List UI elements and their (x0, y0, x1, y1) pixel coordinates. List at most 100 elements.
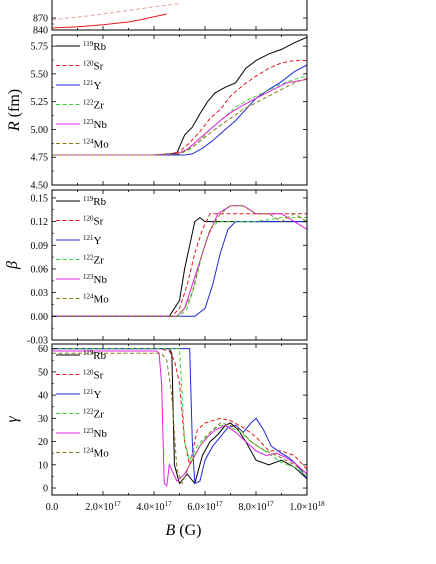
y-tick-label: -0.03 (27, 336, 48, 347)
legend-symbol: Mo (94, 139, 110, 151)
series-line-123nb (52, 350, 307, 487)
x-tick-mantissa: 8.0×10 (238, 502, 266, 513)
series-group (52, 205, 307, 317)
legend-entry: 122Zr (83, 254, 104, 267)
y-tick-label: 840 (33, 26, 48, 37)
y-tick-label: 5.75 (31, 42, 49, 53)
legend-entry: 120Sr (83, 369, 104, 382)
y-tick-label: 870 (33, 14, 48, 25)
series-line-curve-0 (52, 13, 167, 29)
x-tick-exponent: 17 (165, 500, 173, 508)
legend-symbol: Y (94, 389, 102, 401)
legend-symbol: Sr (94, 61, 104, 73)
legend-entry: 120Sr (83, 60, 104, 73)
legend-mass: 124 (83, 293, 94, 301)
x-tick-exponent: 18 (318, 500, 326, 508)
x-axis-title-symbol: B (166, 522, 176, 539)
legend-entry: 123Nb (83, 273, 107, 286)
legend-symbol: Nb (94, 428, 108, 440)
series-line-curve-1 (52, 3, 180, 21)
x-tick-mantissa: 2.0×10 (85, 502, 113, 513)
y-tick-label: 0.06 (31, 264, 49, 275)
legend-mass: 123 (83, 427, 94, 435)
legend-entry: 124Mo (83, 138, 109, 151)
x-tick-label: 0.0 (46, 502, 59, 513)
legend-symbol: Sr (94, 216, 104, 228)
series-line-124mo (52, 352, 307, 485)
legend-entry: 123Nb (83, 118, 107, 131)
y-tick-label: 0.00 (31, 312, 49, 323)
panel-gamma: 0102030405060γ119Rb120Sr121Y122Zr123Nb12… (4, 343, 325, 539)
legend-mass: 122 (83, 408, 94, 416)
x-tick-mantissa: 0.0 (46, 502, 59, 513)
y-tick-label: 20 (38, 437, 48, 448)
y-tick-label: 30 (38, 414, 48, 425)
series-line-122zr (52, 348, 307, 477)
series-line-121y (52, 64, 307, 156)
x-tick-label: 2.0×1017 (85, 500, 121, 513)
legend-symbol: Zr (94, 255, 105, 267)
series-line-120sr (52, 60, 307, 156)
legend-symbol: Mo (94, 448, 110, 460)
legend-symbol: Y (94, 80, 102, 92)
x-axis-title: B (G) (166, 522, 202, 539)
plot-frame (51, 189, 308, 341)
legend-mass: 122 (83, 99, 94, 107)
legend-entry: 121Y (83, 79, 102, 92)
legend-symbol: Rb (93, 350, 106, 362)
series-line-124mo (52, 205, 307, 317)
x-axis-title-unit: (G) (175, 522, 201, 539)
legend-mass: 123 (83, 273, 94, 281)
series-line-119rb (52, 216, 307, 317)
series-group (52, 36, 307, 156)
legend-symbol: Zr (94, 409, 105, 421)
y-axis-title: R (fm) (6, 89, 23, 132)
legend-mass: 124 (83, 138, 94, 146)
y-tick-label: 0.15 (31, 193, 49, 204)
legend-mass: 124 (83, 447, 94, 455)
panel-radius: 4.50 4.75 5.00 5.25 5.50 5.75 R (fm) 119Rb 120Sr… (6, 34, 308, 192)
y-axis-title-unit: (fm) (6, 89, 23, 121)
legend-mass: 122 (83, 254, 94, 262)
legend-mass: 119 (83, 349, 94, 357)
legend-entry: 119Rb (83, 40, 107, 53)
y-tick-label: 4.75 (31, 153, 49, 164)
legend-entry: 121Y (83, 234, 102, 247)
x-tick-exponent: 17 (267, 500, 275, 508)
series-line-123nb (52, 205, 307, 317)
y-tick-label: 50 (38, 367, 48, 378)
y-tick-label: 0.09 (31, 241, 49, 252)
y-tick-label: 0.12 (31, 217, 49, 228)
y-tick-label: 0.03 (31, 288, 49, 299)
legend-entry: 123Nb (83, 427, 107, 440)
legend-mass: 123 (83, 118, 94, 126)
x-tick-mantissa: 1.0×10 (289, 502, 317, 513)
legend-symbol: Rb (93, 41, 106, 53)
y-tick-label: 5.00 (31, 125, 49, 136)
legend-symbol: Mo (94, 294, 110, 306)
x-tick-label: 4.0×1017 (136, 500, 172, 513)
x-tick-label: 1.0×1018 (289, 500, 325, 513)
plot-frame (51, 343, 308, 496)
legend-entry: 119Rb (83, 349, 107, 362)
legend-entry: 120Sr (83, 215, 104, 228)
series-line-121y (52, 221, 307, 317)
legend-mass: 121 (83, 234, 94, 242)
plot-frame (51, 34, 308, 186)
legend-entry: 119Rb (83, 195, 107, 208)
series-line-119rb (52, 348, 307, 485)
legend-mass: 121 (83, 388, 94, 396)
series-line-121y (52, 348, 307, 485)
legend-symbol: Zr (94, 100, 105, 112)
legend-entry: 122Zr (83, 408, 104, 421)
y-tick-label: 5.50 (31, 69, 49, 80)
legend-mass: 120 (83, 369, 94, 377)
x-tick-label: 8.0×1017 (238, 500, 274, 513)
x-tick-exponent: 17 (114, 500, 122, 508)
legend-mass: 119 (83, 40, 94, 48)
series-line-124mo (52, 77, 307, 156)
legend-entry: 124Mo (83, 447, 109, 460)
y-axis-title: γ (4, 416, 21, 423)
